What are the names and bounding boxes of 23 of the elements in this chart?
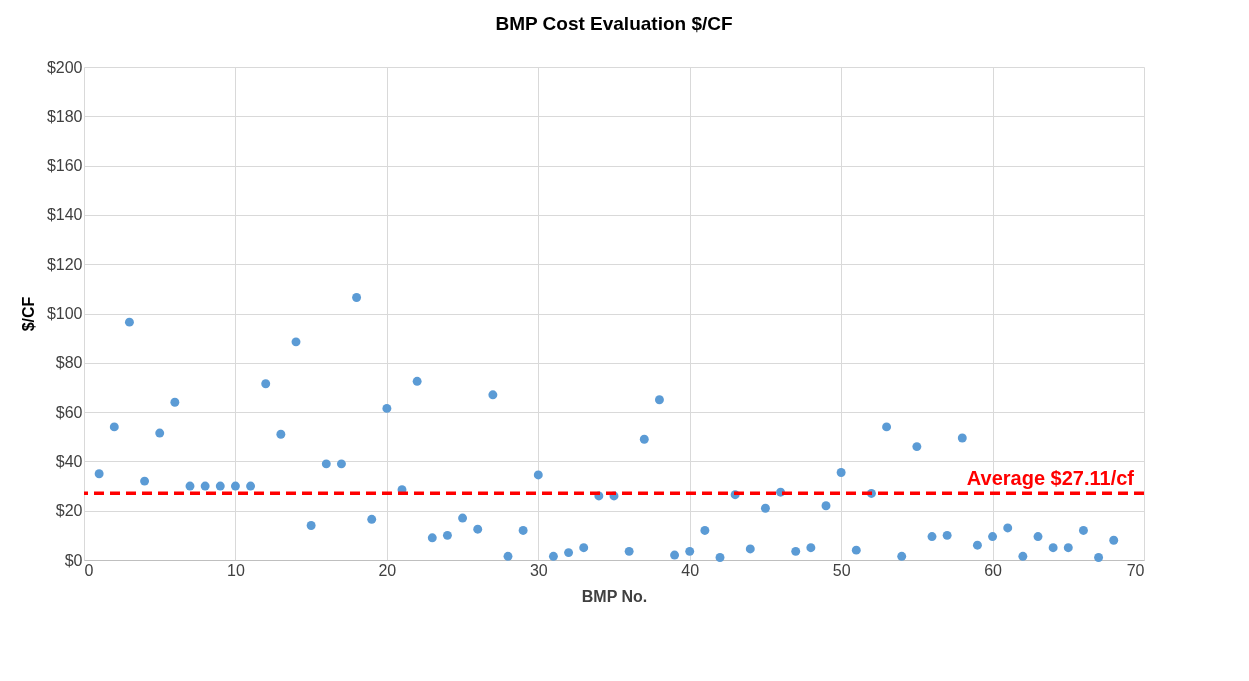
y-tick-label: $100 <box>46 305 83 322</box>
y-tick-label: $80 <box>55 354 83 372</box>
y-tick-label: $0 <box>64 551 83 569</box>
y-tick-label: $140 <box>46 206 83 224</box>
y-tick-label: $20 <box>55 502 83 520</box>
y-tick-label: $60 <box>55 403 83 421</box>
x-tick-label: 70 <box>1126 561 1145 579</box>
chart-title: BMP Cost Evaluation $/CF <box>495 13 733 34</box>
x-tick-label: 10 <box>227 561 245 579</box>
y-tick-label: $180 <box>46 107 83 125</box>
y-tick-label: $120 <box>46 255 83 273</box>
x-tick-label: 20 <box>378 561 397 579</box>
x-tick-label: 30 <box>529 561 548 579</box>
y-tick-label: $40 <box>55 452 83 470</box>
y-axis-title: $/CF <box>19 296 37 332</box>
y-tick-label: $160 <box>46 157 83 175</box>
x-tick-label: 0 <box>84 561 94 579</box>
x-tick-label: 40 <box>681 561 700 579</box>
x-tick-label: 50 <box>832 561 851 579</box>
x-axis-title: BMP No. <box>581 587 648 605</box>
ref-line-label: Average $27.11/cf <box>966 467 1135 490</box>
y-tick-label: $200 <box>46 58 83 76</box>
x-tick-label: 60 <box>984 561 1003 579</box>
